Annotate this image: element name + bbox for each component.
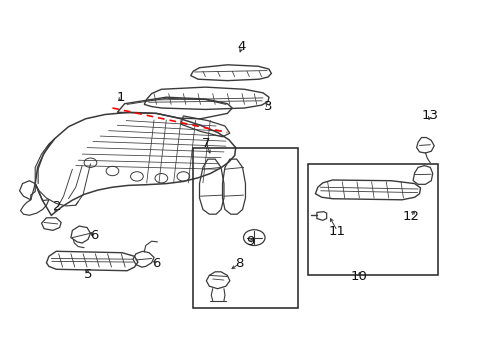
Text: 9: 9 <box>245 235 254 248</box>
Text: 13: 13 <box>421 109 438 122</box>
Text: 12: 12 <box>402 210 418 223</box>
Bar <box>193 148 298 308</box>
Text: 6: 6 <box>152 257 161 270</box>
Text: 10: 10 <box>350 270 367 283</box>
Text: 1: 1 <box>117 91 125 104</box>
Text: 3: 3 <box>263 100 272 113</box>
Text: 8: 8 <box>235 257 244 270</box>
Text: 4: 4 <box>237 40 246 53</box>
Text: 5: 5 <box>83 268 92 281</box>
Text: 7: 7 <box>202 137 210 150</box>
Text: 11: 11 <box>328 225 345 238</box>
Bar <box>307 164 437 275</box>
Text: 2: 2 <box>53 201 62 213</box>
Text: 6: 6 <box>89 229 98 242</box>
